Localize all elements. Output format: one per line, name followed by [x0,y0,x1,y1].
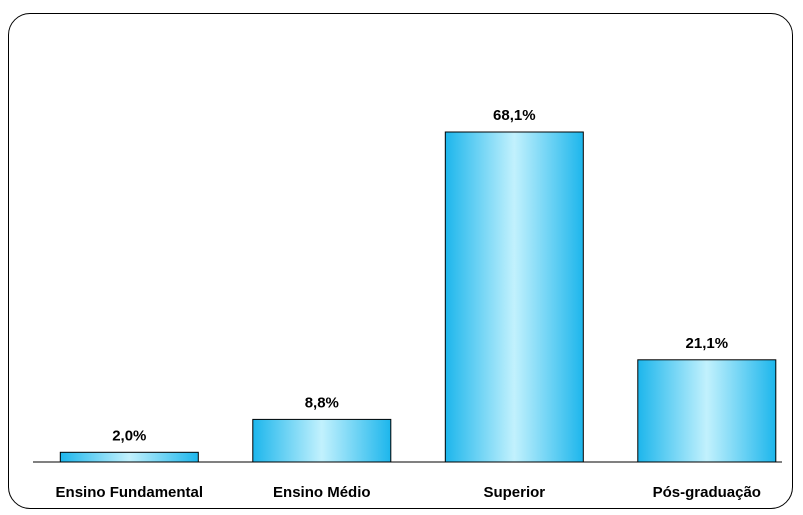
data-labels-layer: 2,0% 8,8% 68,1% 21,1% [112,107,728,444]
data-label-1: 2,0% [112,427,146,444]
bar-3 [444,131,584,463]
bars-layer [59,131,777,463]
data-label-2: 8,8% [305,394,339,411]
x-tick-label-3: Superior [483,484,545,501]
bar-2 [252,418,392,463]
x-tick-label-1: Ensino Fundamental [56,484,204,501]
x-tick-label-2: Ensino Médio [273,484,371,501]
data-label-4: 21,1% [686,335,729,352]
chart-frame [8,13,793,509]
bar-1 [59,451,199,463]
x-tick-labels-layer: Ensino Fundamental Ensino Médio Superior Pó… [56,484,761,501]
x-tick-label-4: Pós-graduação [653,484,761,501]
bar-4 [637,359,777,463]
data-label-3: 68,1% [493,107,536,124]
